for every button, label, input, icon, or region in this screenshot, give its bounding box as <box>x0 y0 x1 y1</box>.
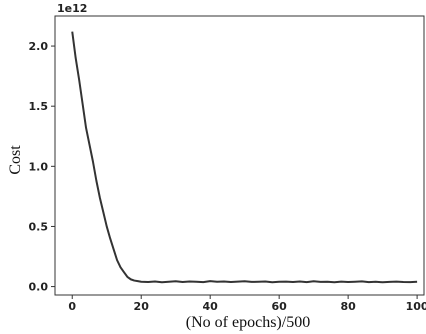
y-tick-label: 2.0 <box>29 40 49 53</box>
x-axis-ticks: 0 20 40 60 80 100 <box>68 295 426 313</box>
x-tick-label: 100 <box>406 300 426 313</box>
series-layer <box>71 31 418 284</box>
y-offset-label: 1e12 <box>57 2 87 15</box>
y-tick-label: 1.5 <box>29 100 49 113</box>
y-axis-ticks: 0.0 0.5 1.0 1.5 2.0 <box>29 40 55 294</box>
x-tick-label: 80 <box>340 300 356 313</box>
x-axis-title: (No of epochs)/500 <box>186 314 310 331</box>
x-tick-label: 0 <box>68 300 76 313</box>
x-tick-label: 20 <box>134 300 150 313</box>
y-axis-title: Cost <box>7 145 24 175</box>
cost-series-line <box>71 31 418 284</box>
x-tick-label: 60 <box>272 300 288 313</box>
y-tick-label: 0.5 <box>29 220 49 233</box>
x-tick-label: 40 <box>203 300 219 313</box>
y-tick-label: 1.0 <box>29 160 49 173</box>
plot-area-frame <box>54 15 425 296</box>
y-tick-label: 0.0 <box>29 281 49 294</box>
